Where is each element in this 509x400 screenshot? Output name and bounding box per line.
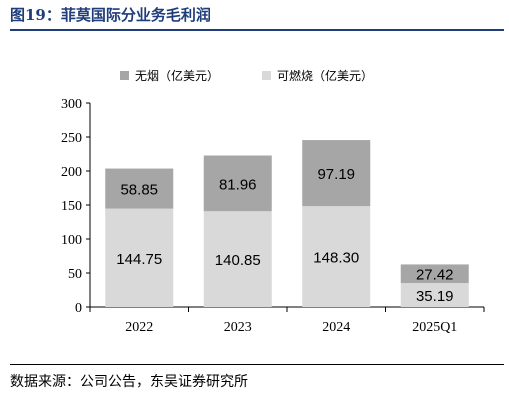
y-tick-label: 200 [61,165,82,180]
bar-smokefree [400,264,469,284]
y-tick-label: 100 [61,233,82,248]
bar-combustible [203,211,272,307]
data-label-smokefree: 81.96 [219,176,257,193]
legend-label-smokefree: 无烟（亿美元） [135,68,219,83]
bar-smokefree [203,155,272,212]
source-note: 数据来源：公司公告，东吴证券研究所 [10,374,248,390]
bar-combustible [302,206,371,307]
data-label-combustible: 144.75 [116,251,162,268]
data-label-smokefree: 97.19 [317,166,355,183]
bar-combustible [105,208,174,307]
y-tick-label: 250 [61,131,82,146]
y-tick-label: 300 [61,97,82,112]
bar-smokefree [302,140,371,207]
legend-swatch-smokefree [120,71,129,80]
title-rule [10,29,504,31]
x-tick-label: 2023 [224,320,252,335]
y-tick-label: 150 [61,199,82,214]
data-label-smokefree: 27.42 [416,267,454,284]
data-label-combustible: 35.19 [416,288,454,305]
legend-swatch-combustible [262,71,271,80]
x-tick-label: 2022 [125,320,153,335]
source-rule [10,364,504,365]
x-tick-label: 2025Q1 [412,320,457,335]
y-tick-label: 50 [68,267,82,282]
data-label-smokefree: 58.85 [120,182,158,199]
bar-smokefree [105,168,174,209]
figure-title: 图19：菲莫国际分业务毛利润 [10,6,211,24]
legend-label-combustible: 可燃烧（亿美元） [277,68,373,83]
x-tick-label: 2024 [322,320,350,335]
stacked-bar-chart: 无烟（亿美元） 可燃烧（亿美元） 0 50 100 150 200 250 300 144.75 5… [61,68,485,335]
data-label-combustible: 140.85 [215,252,261,269]
data-label-combustible: 148.30 [313,250,359,267]
y-tick-label: 0 [75,301,82,316]
bar-combustible [400,283,469,307]
